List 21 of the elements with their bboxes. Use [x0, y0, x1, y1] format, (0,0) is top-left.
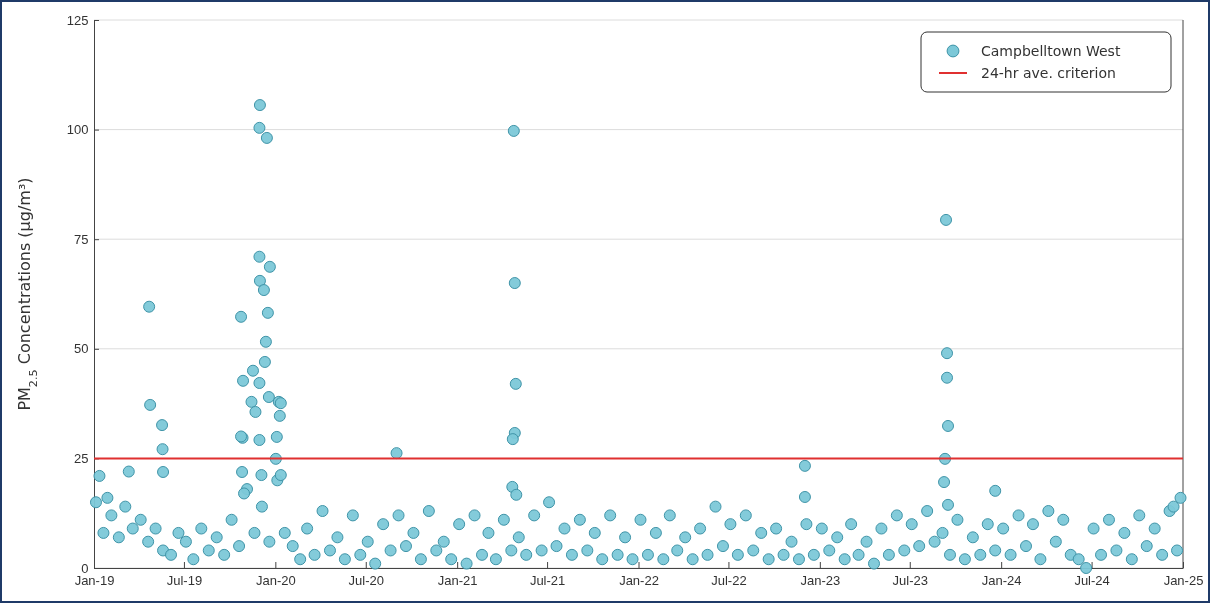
- x-tick-label: Jan-24: [981, 573, 1022, 589]
- y-tick-label: 50: [73, 341, 89, 357]
- y-tick-label: 0: [81, 560, 89, 576]
- x-tick-label: Jul-22: [711, 573, 747, 589]
- x-tick-label: Jan-25: [1163, 573, 1204, 589]
- y-tick-label: 25: [73, 451, 89, 467]
- legend-label: Campbelltown West: [981, 43, 1121, 59]
- x-tick-label: Jan-22: [619, 573, 659, 589]
- y-tick-label: 75: [73, 231, 89, 247]
- x-tick-label: Jan-19: [74, 573, 115, 589]
- x-tick-label: Jul-19: [166, 573, 203, 589]
- x-tick-label: Jul-21: [529, 573, 566, 589]
- x-tick-label: Jul-23: [892, 573, 928, 589]
- x-tick-label: Jul-24: [1074, 573, 1110, 589]
- x-tick-label: Jan-20: [255, 573, 296, 589]
- y-tick-label: 100: [66, 122, 89, 138]
- x-tick-label: Jan-21: [437, 573, 478, 589]
- x-tick-label: Jul-20: [348, 573, 384, 589]
- legend-label: 24-hr ave. criterion: [981, 65, 1116, 81]
- x-tick-label: Jan-23: [800, 573, 841, 589]
- y-tick-label: 125: [66, 12, 89, 28]
